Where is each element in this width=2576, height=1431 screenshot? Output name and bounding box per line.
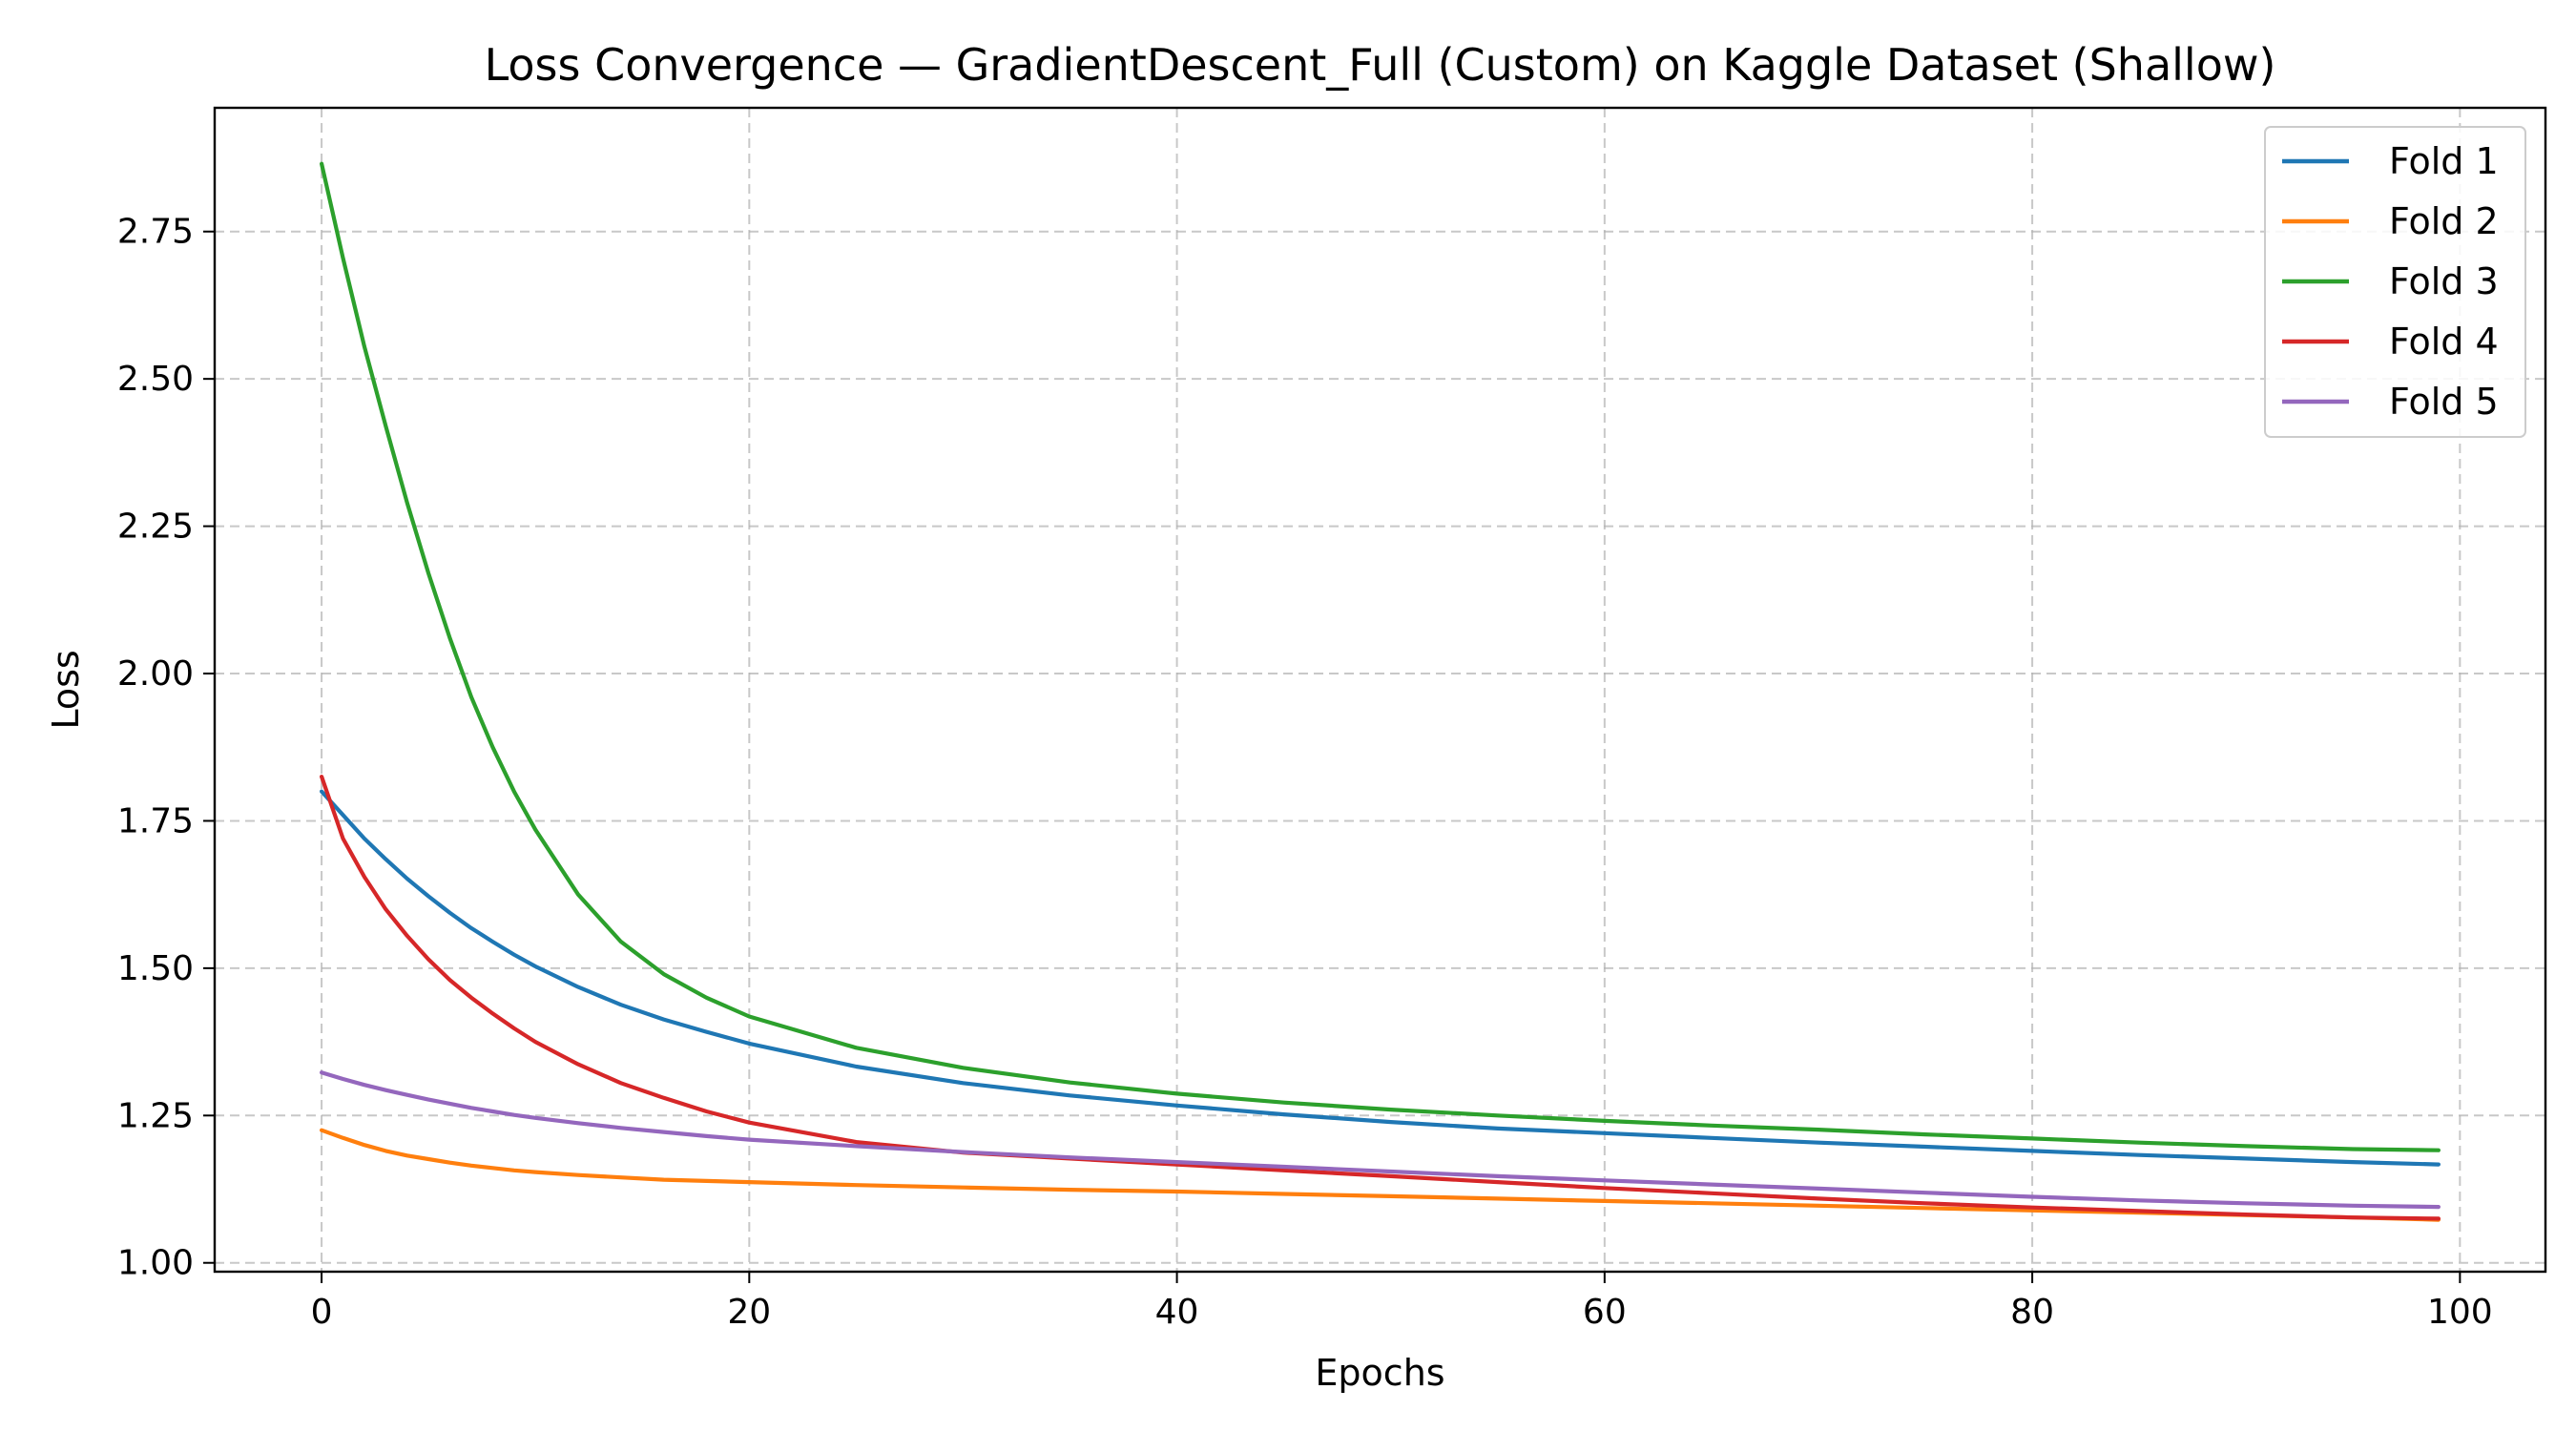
series-line-fold-2 — [320, 1128, 2441, 1222]
chart-title: Loss Convergence — GradientDescent_Full … — [485, 39, 2276, 91]
series-lines — [320, 161, 2441, 1222]
axis-ticks: 0 20 40 60 80 100 1.00 1.25 1.50 1.75 2.00 2.25 2.50… — [117, 213, 2493, 1332]
y-tick-label: 1.75 — [117, 801, 194, 840]
legend-label-fold-2: Fold 2 — [2389, 200, 2499, 242]
y-tick-label: 2.50 — [117, 360, 194, 399]
x-tick-label: 20 — [727, 1293, 771, 1332]
series-line-fold-5 — [320, 1070, 2441, 1210]
legend: Fold 1 Fold 2 Fold 3 Fold 4 Fold 5 — [2264, 126, 2526, 438]
legend-label-fold-1: Fold 1 — [2389, 140, 2499, 182]
y-tick-label: 1.25 — [117, 1096, 194, 1135]
y-tick-label: 2.75 — [117, 213, 194, 252]
y-tick-label: 1.00 — [117, 1244, 194, 1283]
x-tick-label: 0 — [311, 1293, 333, 1332]
series-line-fold-4 — [320, 774, 2441, 1221]
series-line-fold-1 — [320, 789, 2441, 1167]
legend-label-fold-3: Fold 3 — [2389, 260, 2499, 302]
y-axis-label: Loss — [45, 650, 87, 729]
x-tick-label: 100 — [2427, 1293, 2493, 1332]
x-axis-label: Epochs — [1315, 1352, 1444, 1394]
plot-frame — [213, 106, 2547, 1274]
y-tick-label: 2.00 — [117, 654, 194, 694]
legend-label-fold-5: Fold 5 — [2389, 381, 2499, 423]
y-tick-label: 1.50 — [117, 949, 194, 988]
legend-box — [2264, 126, 2526, 438]
x-tick-label: 40 — [1155, 1293, 1199, 1332]
x-tick-label: 60 — [1583, 1293, 1627, 1332]
y-tick-label: 2.25 — [117, 508, 194, 547]
series-line-fold-3 — [320, 161, 2441, 1152]
legend-label-fold-4: Fold 4 — [2389, 321, 2499, 363]
x-tick-label: 80 — [2010, 1293, 2054, 1332]
grid-lines — [215, 108, 2545, 1272]
